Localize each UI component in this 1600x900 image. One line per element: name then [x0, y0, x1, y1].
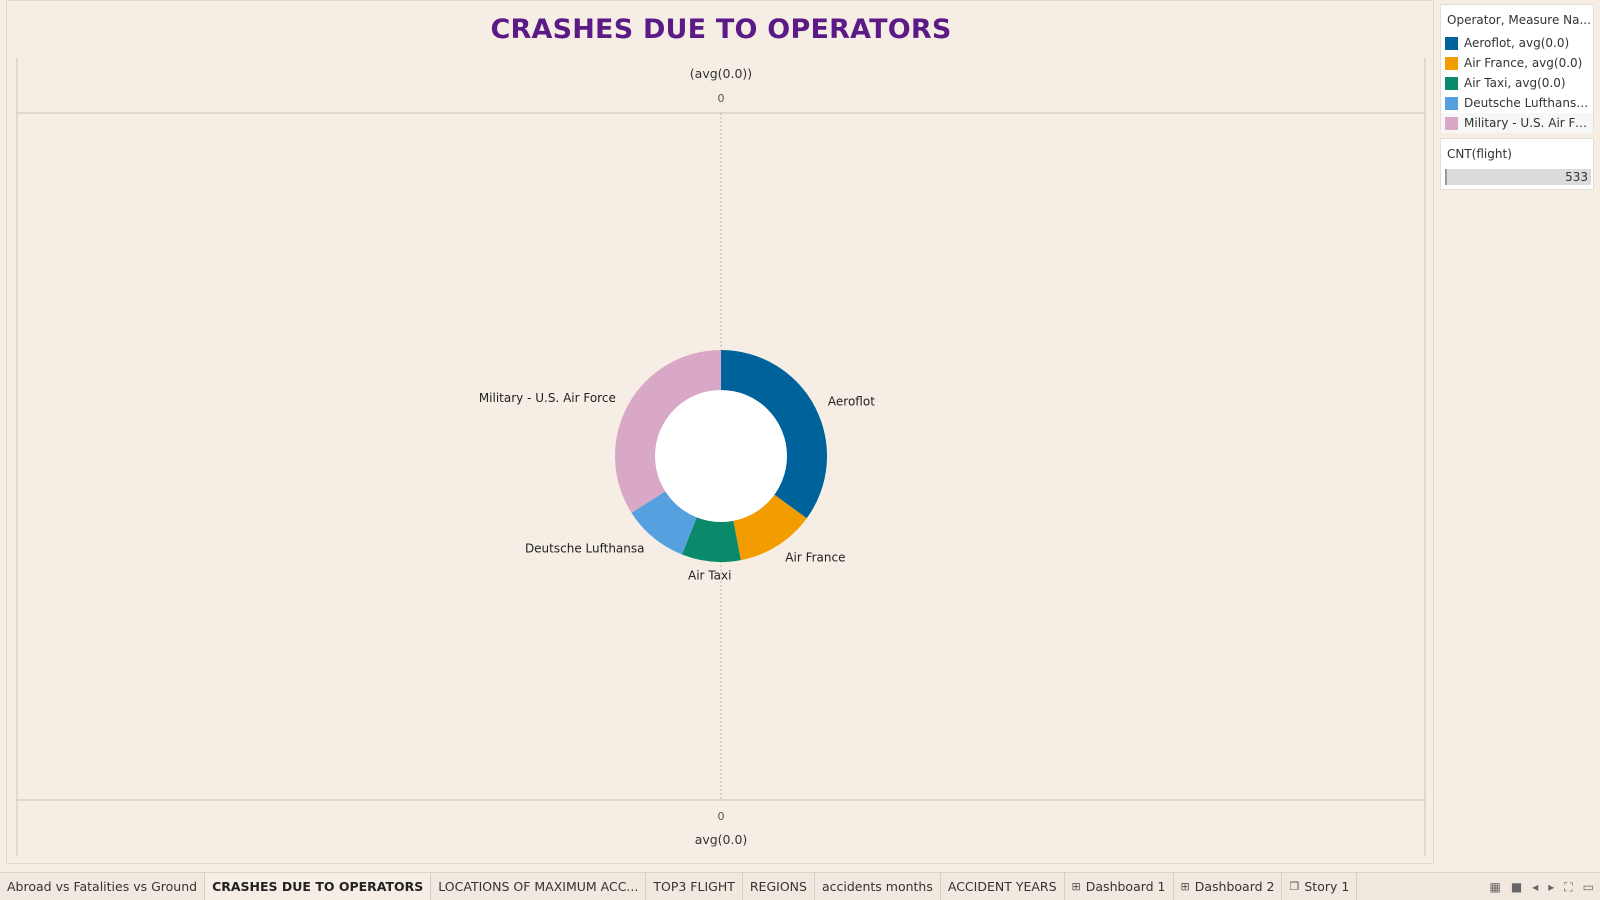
legend-list: Aeroflot, avg(0.0) Air France, avg(0.0) Ai…: [1441, 33, 1593, 133]
sheet-tab-bar: Abroad vs Fatalities vs Ground CRASHES DU…: [0, 872, 1600, 900]
count-panel: CNT(flight) 533: [1440, 138, 1594, 190]
tab-label: accidents months: [821, 879, 933, 894]
single-view-icon[interactable]: ■: [1510, 880, 1523, 894]
legend-swatch: [1445, 36, 1458, 50]
tab-dashboard-2[interactable]: ⊞ Dashboard 2: [1174, 873, 1283, 900]
tab-controls: ▦ ■ ◂ ▸ ⛶ ▭: [1490, 873, 1595, 900]
fullscreen-icon[interactable]: ⛶: [1564, 879, 1573, 894]
legend-item[interactable]: Military - U.S. Air For..: [1441, 113, 1593, 133]
grid-view-icon[interactable]: ▦: [1489, 880, 1501, 894]
tab-accident-years[interactable]: ACCIDENT YEARS: [941, 873, 1065, 900]
tab-locations-of-maximum-acc[interactable]: LOCATIONS OF MAXIMUM ACC...: [431, 873, 647, 900]
slice-label: Deutsche Lufthansa: [525, 541, 645, 555]
count-value: 533: [1565, 170, 1588, 184]
tab-top3-flight[interactable]: TOP3 FLIGHT: [646, 873, 743, 900]
slice-label: Air Taxi: [688, 568, 731, 582]
donut-chart: (avg(0.0)) 0 0 avg(0.0) Aeroflot Air Fran…: [16, 58, 1426, 856]
slice-labels: Aeroflot Air France Air Taxi Deutsche Lufth…: [479, 391, 875, 582]
legend-title: Operator, Measure Na...: [1447, 13, 1591, 27]
story-icon: ❐: [1289, 880, 1300, 893]
tab-crashes-due-to-operators[interactable]: CRASHES DUE TO OPERATORS: [205, 873, 432, 900]
legend-item[interactable]: Air Taxi, avg(0.0): [1441, 73, 1593, 93]
tab-dashboard-1[interactable]: ⊞ Dashboard 1: [1065, 873, 1174, 900]
tab-label: CRASHES DUE TO OPERATORS: [212, 879, 424, 894]
top-axis-tick: 0: [718, 92, 725, 105]
legend-swatch: [1445, 56, 1458, 70]
bottom-axis-tick: 0: [718, 810, 725, 823]
tab-label: REGIONS: [749, 879, 807, 894]
dashboard-icon: ⊞: [1071, 880, 1081, 893]
legend-swatch: [1445, 116, 1458, 130]
legend-swatch: [1445, 76, 1458, 90]
slice-label: Air France: [785, 550, 845, 564]
count-bar[interactable]: 533: [1445, 169, 1591, 185]
legend-item[interactable]: Deutsche Lufthansa, ..: [1441, 93, 1593, 113]
legend-swatch: [1445, 96, 1458, 110]
top-axis-label: (avg(0.0)): [690, 66, 752, 81]
present-icon[interactable]: ▭: [1582, 880, 1594, 894]
tab-regions[interactable]: REGIONS: [743, 873, 815, 900]
legend-label: Aeroflot, avg(0.0): [1464, 36, 1570, 50]
tab-label: LOCATIONS OF MAXIMUM ACC...: [438, 879, 639, 894]
tab-story-1[interactable]: ❐ Story 1: [1282, 873, 1358, 900]
tab-accidents-months[interactable]: accidents months: [815, 873, 941, 900]
next-sheet-icon[interactable]: ▸: [1548, 880, 1555, 894]
tab-label: Dashboard 2: [1194, 879, 1275, 894]
prev-sheet-icon[interactable]: ◂: [1532, 880, 1539, 894]
legend-panel: Operator, Measure Na... Aeroflot, avg(0.…: [1440, 4, 1594, 133]
legend-label: Air France, avg(0.0): [1464, 56, 1583, 70]
tab-label: ACCIDENT YEARS: [947, 879, 1057, 894]
tab-label: Story 1: [1304, 879, 1350, 894]
viz-area: CRASHES DUE TO OPERATORS (avg(0.0)) 0 0 …: [6, 0, 1434, 864]
slice-label: Military - U.S. Air Force: [479, 391, 616, 405]
dashboard-icon: ⊞: [1180, 880, 1190, 893]
sheet-tabs: Abroad vs Fatalities vs Ground CRASHES DU…: [0, 873, 1358, 900]
bottom-axis-label: avg(0.0): [695, 832, 748, 847]
tab-label: TOP3 FLIGHT: [653, 879, 735, 894]
legend-label: Military - U.S. Air For..: [1464, 116, 1592, 130]
tab-label: Dashboard 1: [1085, 879, 1166, 894]
tab-label: Abroad vs Fatalities vs Ground: [7, 879, 198, 894]
chart-title: CRASHES DUE TO OPERATORS: [490, 14, 952, 45]
legend-label: Deutsche Lufthansa, ..: [1464, 96, 1592, 110]
donut-hole: [655, 390, 787, 522]
legend-item[interactable]: Air France, avg(0.0): [1441, 53, 1593, 73]
tab-abroad-vs-fatalities-vs-ground[interactable]: Abroad vs Fatalities vs Ground: [0, 873, 206, 900]
slice-label: Aeroflot: [828, 395, 875, 409]
legend-item[interactable]: Aeroflot, avg(0.0): [1441, 33, 1593, 53]
legend-label: Air Taxi, avg(0.0): [1464, 76, 1566, 90]
count-title: CNT(flight): [1447, 147, 1512, 161]
